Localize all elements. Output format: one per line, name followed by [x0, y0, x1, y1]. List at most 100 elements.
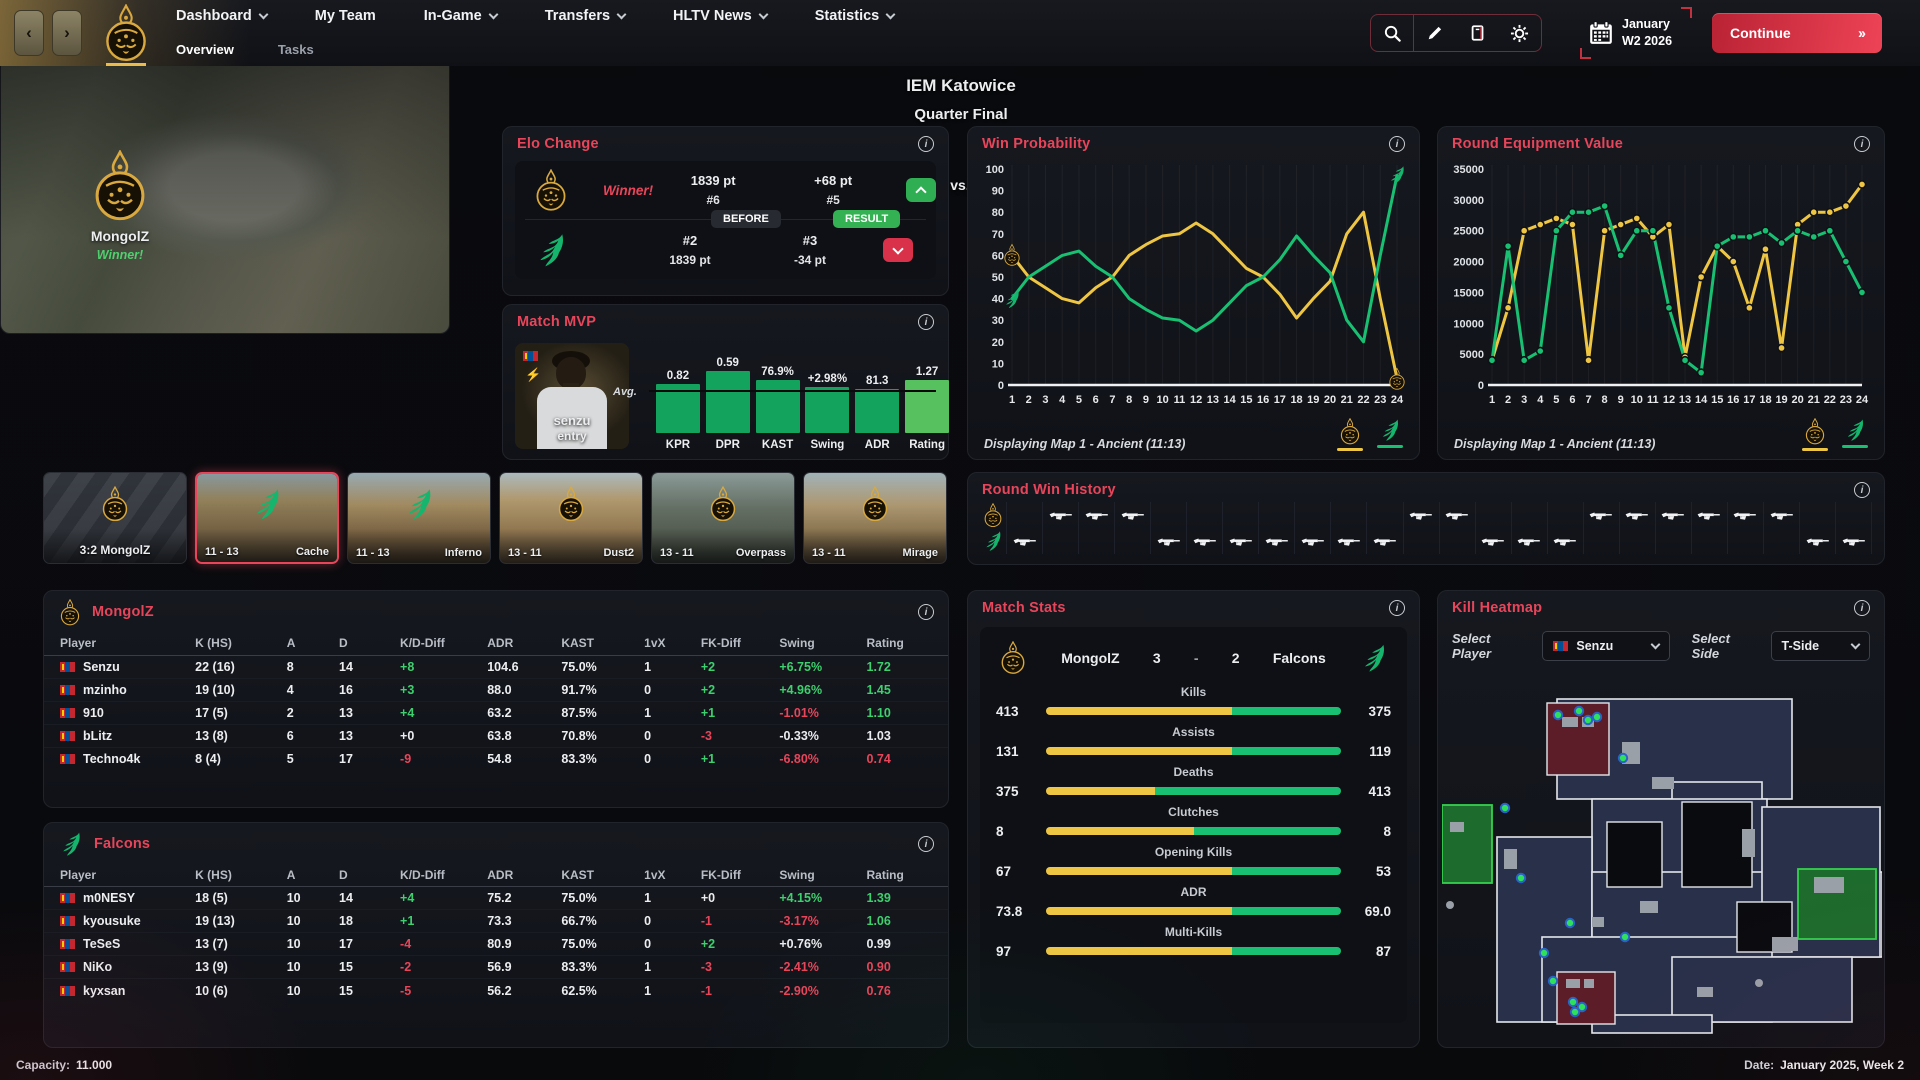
col-1vx: 1vX — [644, 636, 666, 651]
select-player-label: Select Player — [1452, 631, 1492, 661]
round-cell-14 — [1474, 502, 1511, 528]
date-corner-decor — [1681, 7, 1692, 18]
rifle-kill-icon — [1337, 538, 1360, 546]
svg-text:9: 9 — [1143, 394, 1149, 406]
score-dash: - — [1193, 649, 1199, 666]
round-cell-2 — [1042, 502, 1078, 528]
stat-right-value: 119 — [1369, 743, 1391, 759]
nav-item-dashboard[interactable]: Dashboard — [176, 8, 269, 24]
info-icon[interactable]: i — [1854, 136, 1870, 152]
kill-heatmap-panel: Kill Heatmap i Select Player Senzu Selec… — [1437, 590, 1885, 1048]
event-name: IEM Katowice — [906, 76, 1016, 95]
player-select-dropdown[interactable]: Senzu — [1542, 631, 1670, 661]
edit-pencil-icon[interactable] — [1414, 15, 1456, 51]
mvp-bar-value: 0.82 — [666, 369, 690, 382]
round-cell-1 — [1006, 528, 1042, 554]
mvp-bar-value: 81.3 — [866, 374, 889, 387]
player-name: Techno4k — [83, 752, 141, 767]
mvp-player-photo[interactable]: ⚡ senzu entry — [515, 343, 629, 449]
table-row[interactable]: Senzu 22 (16) 8 14 +8 104.6 75.0% 1 +2 +6.75% 1… — [44, 656, 948, 679]
svg-text:7: 7 — [1109, 394, 1115, 406]
round-cell-5 — [1150, 528, 1186, 554]
info-icon[interactable]: i — [1854, 600, 1870, 616]
table-row[interactable]: 910 17 (5) 2 13 +4 63.2 87.5% 1 +1 -1.01% 1.10 — [44, 702, 948, 725]
col-1vx: 1vX — [644, 867, 666, 882]
mongolia-flag-icon — [60, 661, 75, 672]
round-cell-12 — [1402, 528, 1439, 554]
info-icon[interactable]: i — [918, 836, 934, 852]
match-stats-header: MongolZ 3 - 2 Falcons — [998, 641, 1389, 675]
player-name: kyxsan — [83, 983, 126, 998]
svg-text:3: 3 — [1042, 394, 1048, 406]
stat-left-value: 131 — [996, 743, 1019, 759]
history-back-button[interactable]: ‹ — [14, 10, 44, 56]
table-row[interactable]: bLitz 13 (8) 6 13 +0 63.8 70.8% 0 -3 -0.33% 1.0… — [44, 725, 948, 748]
panel-title: Match Stats — [982, 600, 1066, 616]
map-thumb-overpass[interactable]: 13 - 11 Overpass — [651, 472, 795, 564]
table-row[interactable]: m0NESY 18 (5) 10 14 +4 75.2 75.0% 1 +0 +4.15% 1… — [44, 887, 948, 910]
svg-text:11: 11 — [1174, 394, 1186, 406]
table-row[interactable]: mzinho 19 (10) 4 16 +3 88.0 91.7% 0 +2 +4.96% 1… — [44, 679, 948, 702]
mongolia-flag-icon — [523, 351, 538, 361]
nav-item-my-team[interactable]: My Team — [314, 8, 376, 24]
info-icon[interactable]: i — [1389, 600, 1405, 616]
map-thumb-mirage[interactable]: 13 - 11 Mirage — [803, 472, 947, 564]
playbook-icon[interactable] — [1457, 15, 1499, 51]
svg-text:20: 20 — [1792, 394, 1804, 406]
settings-gear-icon[interactable] — [1499, 15, 1541, 51]
mongolz-logo-icon — [707, 485, 739, 522]
table-row[interactable]: NiKo 13 (9) 10 15 -2 56.9 83.3% 1 -3 -2.41% 0.9… — [44, 956, 948, 979]
table-row[interactable]: kyxsan 10 (6) 10 15 -5 56.2 62.5% 1 -1 -2.90% 0… — [44, 979, 948, 1002]
map-thumb-dust2[interactable]: 13 - 11 Dust2 — [499, 472, 643, 564]
map-score: 13 - 11 — [508, 547, 542, 559]
search-icon[interactable] — [1371, 15, 1413, 51]
map-name: Mirage — [902, 547, 938, 559]
nav-item-statistics[interactable]: Statistics — [815, 8, 896, 24]
round-cell-4 — [1114, 502, 1150, 528]
nav-item-hltv-news[interactable]: HLTV News — [673, 8, 769, 24]
nav-item-in-game[interactable]: In-Game — [424, 8, 499, 24]
svg-text:1: 1 — [1009, 394, 1015, 406]
round-cell-6 — [1186, 502, 1222, 528]
map-thumb-inferno[interactable]: 11 - 13 Inferno — [347, 472, 491, 564]
round-cell-7 — [1222, 502, 1258, 528]
team-logo-mongolz[interactable] — [100, 4, 152, 66]
map-thumb-cache[interactable]: 11 - 13 Cache — [195, 472, 339, 564]
map-thumb-series[interactable]: 3:2 MongolZ — [43, 472, 187, 564]
round-cell-9 — [1294, 502, 1330, 528]
svg-text:12: 12 — [1663, 394, 1675, 406]
info-icon[interactable]: i — [1854, 482, 1870, 498]
col-kast: KAST — [561, 636, 595, 651]
table-row[interactable]: Techno4k 8 (4) 5 17 -9 54.8 83.3% 0 +1 -6.80% 0… — [44, 748, 948, 771]
stat-right-value: 375 — [1368, 703, 1391, 719]
calendar-date-widget[interactable]: January W2 2026 — [1580, 7, 1692, 59]
heatmap-map[interactable] — [1441, 687, 1883, 1043]
mvp-bar-value: 76.9% — [761, 365, 794, 378]
table-row[interactable]: kyousuke 19 (13) 10 18 +1 73.3 66.7% 0 -1 -3.1… — [44, 910, 948, 933]
svg-text:12: 12 — [1190, 394, 1202, 406]
chart-legend — [1802, 418, 1868, 451]
svg-text:16: 16 — [1257, 394, 1269, 406]
info-icon[interactable]: i — [918, 136, 934, 152]
match-stat-multi-kills: Multi-Kills 97 87 — [996, 925, 1391, 959]
info-icon[interactable]: i — [918, 314, 934, 330]
mongolz-logo-icon — [859, 485, 891, 522]
subnav-item-tasks[interactable]: Tasks — [277, 42, 314, 57]
subnav-item-overview[interactable]: Overview — [176, 42, 234, 57]
nav-item-transfers[interactable]: Transfers — [545, 8, 627, 24]
continue-button[interactable]: Continue ›› — [1712, 13, 1882, 53]
side-select-dropdown[interactable]: T-Side — [1770, 631, 1870, 661]
table-row[interactable]: TeSeS 13 (7) 10 17 -4 80.9 75.0% 0 +2 +0.76% 0.… — [44, 933, 948, 956]
stat-left-value: 97 — [996, 943, 1012, 959]
stat-left-value: 67 — [996, 863, 1012, 879]
stat-left-value: 8 — [996, 823, 1004, 839]
equipment-value-chart: 0 5000 10000 15000 20000 25000 30000 35000 1 2 3 4 5… — [1448, 159, 1874, 416]
info-icon[interactable]: i — [1389, 136, 1405, 152]
info-icon[interactable]: i — [918, 604, 934, 621]
map-name: Dust2 — [603, 547, 634, 559]
history-forward-button[interactable]: › — [52, 10, 82, 56]
round-cell-3 — [1078, 528, 1114, 554]
round-cell-13 — [1438, 528, 1475, 554]
svg-text:20000: 20000 — [1453, 257, 1484, 269]
svg-text:18: 18 — [1290, 394, 1302, 406]
